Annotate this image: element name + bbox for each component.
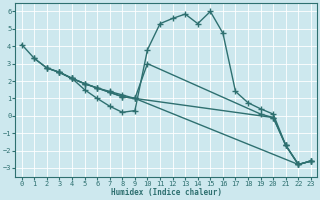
X-axis label: Humidex (Indice chaleur): Humidex (Indice chaleur) <box>111 188 222 197</box>
